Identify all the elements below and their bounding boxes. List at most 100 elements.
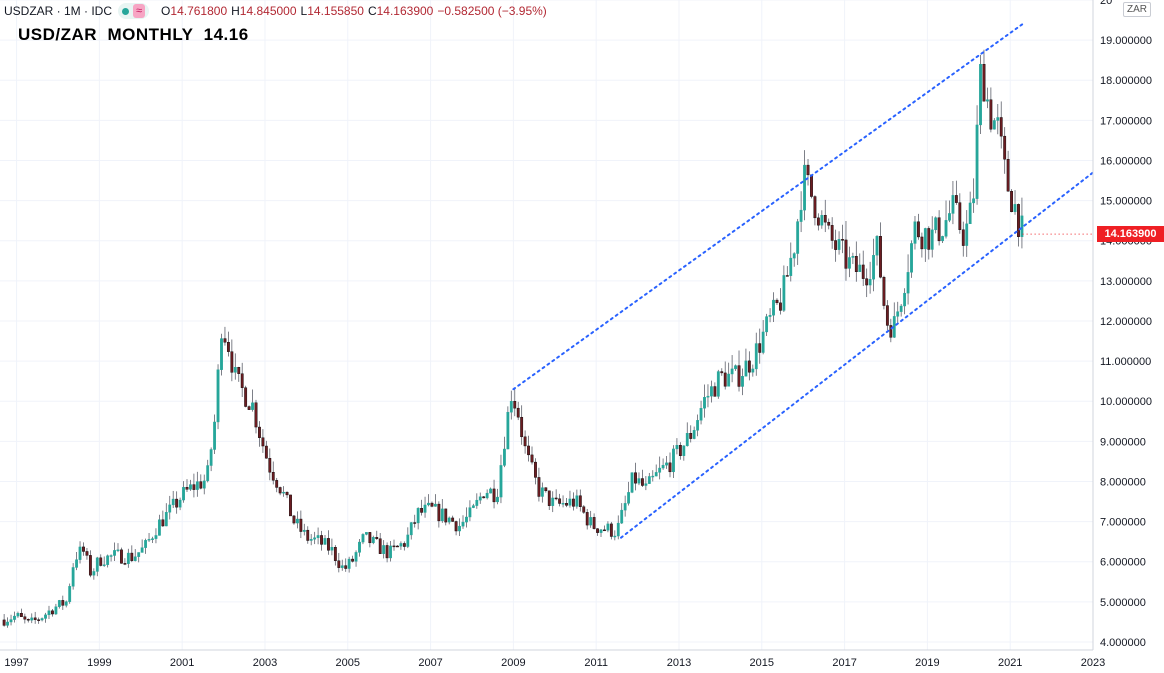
candle-body — [102, 564, 106, 566]
candle-body — [796, 221, 800, 254]
x-tick-label: 1997 — [4, 657, 28, 669]
candle-body — [520, 416, 524, 438]
candle-body — [461, 521, 465, 527]
candle-body — [420, 508, 424, 513]
candle-body — [289, 494, 292, 517]
candle-body — [340, 565, 344, 568]
candle-body — [875, 236, 879, 256]
candle-body — [896, 311, 900, 317]
candle-body — [454, 521, 458, 532]
candle-body — [775, 299, 779, 304]
candle-body — [634, 472, 637, 484]
candle-body — [285, 491, 289, 496]
candle-body — [61, 600, 65, 606]
candle-body — [85, 551, 89, 556]
candle-body — [827, 221, 831, 226]
candle-body — [40, 618, 44, 621]
candle-body — [813, 196, 817, 219]
candle-body — [465, 516, 468, 523]
candle-body — [527, 445, 530, 456]
candle-body — [799, 209, 803, 222]
candle-body — [941, 236, 944, 242]
candle-body — [6, 621, 9, 626]
candle-body — [582, 506, 586, 513]
candle-body — [765, 316, 769, 333]
candle-body — [899, 305, 903, 312]
candle-body — [979, 63, 982, 126]
candle-body — [678, 445, 682, 456]
candle-body — [589, 517, 593, 526]
candle-body — [509, 401, 513, 413]
candle-body — [641, 478, 644, 486]
currency-badge[interactable]: ZAR — [1123, 2, 1151, 17]
candle-body — [627, 492, 631, 504]
candle-body — [264, 445, 268, 459]
candle-body — [423, 504, 427, 513]
candle-body — [254, 402, 258, 428]
candle-body — [699, 408, 703, 421]
high-value: 14.845000 — [239, 4, 297, 18]
candle-body — [682, 445, 686, 456]
candle-body — [751, 368, 755, 373]
candle-body — [658, 467, 662, 473]
price-axis[interactable]: 4.000000 5.000000 6.000000 7.000000 8.000000… — [1100, 0, 1152, 649]
candle-body — [430, 502, 434, 507]
candle-body — [834, 240, 838, 250]
candle-body — [92, 571, 96, 576]
candle-body — [747, 360, 751, 373]
time-axis[interactable]: 1997 1999 2001 2003 2005 2007 2009 2011 2013 2015… — [4, 657, 1105, 669]
y-tick-label: 6.000000 — [1100, 557, 1146, 569]
candle-body — [116, 549, 120, 552]
candle-body — [989, 99, 993, 130]
candle-body — [237, 367, 241, 374]
candle-body — [782, 275, 786, 311]
candle-body — [282, 491, 286, 494]
candle-body — [433, 503, 437, 507]
candle-body — [554, 497, 558, 500]
candle-body — [1020, 215, 1024, 237]
candle-body — [223, 338, 227, 343]
channel-line-upper[interactable] — [512, 23, 1024, 391]
candle-body — [723, 372, 727, 387]
candle-body — [534, 461, 537, 478]
x-tick-label: 2019 — [915, 657, 939, 669]
channel-line-lower[interactable] — [620, 171, 1094, 539]
candle-body — [858, 264, 862, 273]
candle-body — [9, 619, 13, 623]
candle-body — [137, 552, 141, 557]
candle-body — [744, 360, 748, 377]
candle-body — [75, 559, 79, 568]
candle-body — [703, 397, 706, 409]
candle-body — [961, 229, 965, 246]
candle-body — [516, 407, 520, 418]
x-tick-label: 1999 — [87, 657, 111, 669]
channel-lines[interactable] — [512, 23, 1094, 539]
candle-body — [271, 472, 275, 481]
candle-body — [354, 552, 358, 562]
candle-body — [113, 550, 116, 556]
candle-body — [768, 315, 772, 317]
wave-icon[interactable]: ≈ — [133, 4, 146, 18]
candle-body — [330, 547, 334, 551]
y-tick-label: 8.000000 — [1100, 476, 1146, 488]
candle-body — [499, 465, 503, 498]
y-tick-label: 4.000000 — [1100, 637, 1146, 649]
candle-body — [226, 342, 230, 352]
candles — [2, 49, 1024, 628]
candle-body — [82, 546, 85, 552]
candle-body — [999, 117, 1003, 137]
candle-body — [754, 343, 758, 370]
candle-body — [792, 253, 796, 259]
symbol-label[interactable]: USDZAR · 1M · IDC — [4, 4, 112, 18]
candle-body — [247, 406, 251, 410]
candle-body — [375, 537, 379, 539]
candle-body — [613, 535, 617, 538]
candle-body — [972, 198, 976, 204]
candle-body — [364, 532, 368, 535]
candle-body — [647, 476, 651, 484]
candle-body — [930, 229, 934, 250]
candle-body — [779, 302, 782, 311]
indicator-pill[interactable]: ≈ — [118, 3, 150, 19]
candle-body — [333, 547, 337, 561]
